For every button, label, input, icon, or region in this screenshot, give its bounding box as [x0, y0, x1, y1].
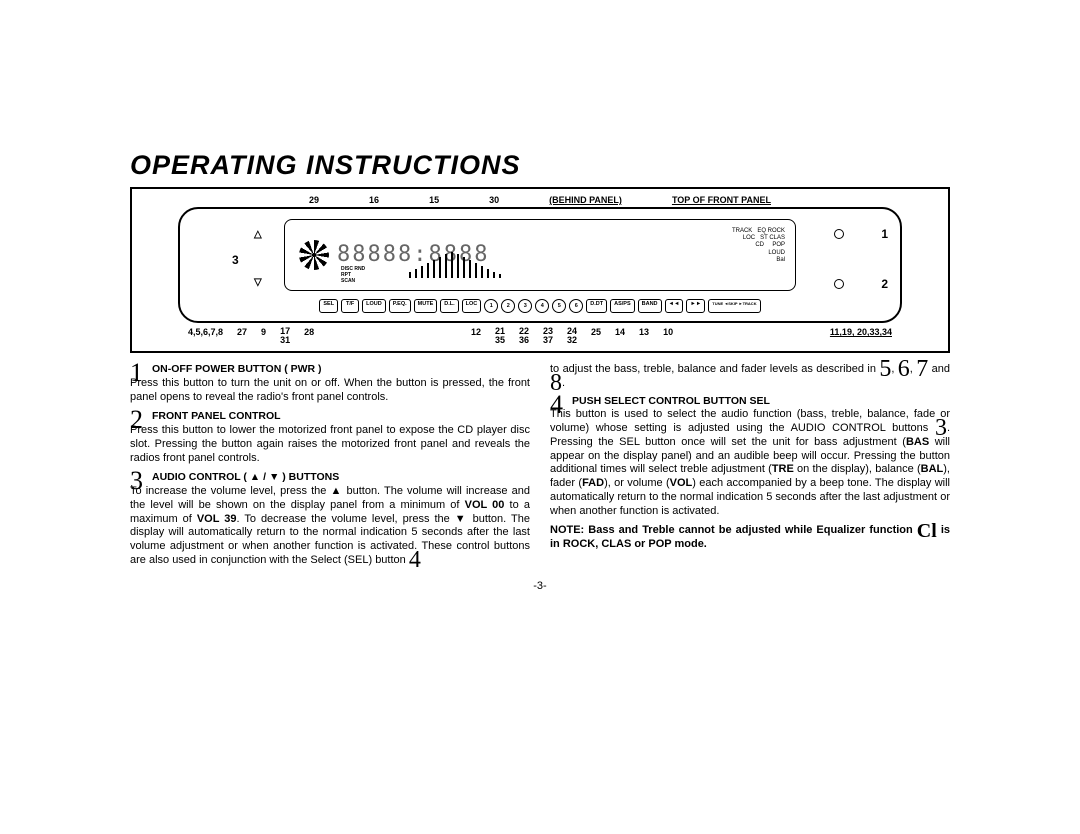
panel-button: LOUD — [362, 299, 386, 313]
section-3: 3 AUDIO CONTROL ( ▲ / ▼ ) BUTTONS To inc… — [130, 471, 530, 567]
panel-button: AS/PS — [610, 299, 635, 313]
panel-button: T/F — [341, 299, 359, 313]
right-column: to adjust the bass, treble, balance and … — [550, 363, 950, 574]
page-title: OPERATING INSTRUCTIONS — [130, 150, 950, 181]
panel-button: BAND — [638, 299, 662, 313]
section-number: 4 — [550, 389, 563, 422]
callout: 25 — [591, 327, 601, 345]
col2-lead: to adjust the bass, treble, balance and … — [550, 363, 950, 391]
radio-panel: 3 △ ▽ 88888:8888 TRACK EQ ROCK LOC ST CL… — [178, 207, 902, 323]
panel-button: SEL — [319, 299, 338, 313]
section-1: 1 ON-OFF POWER BUTTON ( PWR ) Press this… — [130, 363, 530, 404]
callout: 9 — [261, 327, 266, 345]
section-heading: AUDIO CONTROL ( ▲ / ▼ ) BUTTONS — [152, 471, 339, 483]
callout: 16 — [369, 195, 379, 205]
ref-number: 4 — [409, 547, 421, 573]
callout: 28 — [304, 327, 314, 345]
display-screen: 88888:8888 TRACK EQ ROCK LOC ST CLAS CD … — [284, 219, 796, 291]
callout: 23 37 — [543, 327, 553, 345]
callout: 12 — [471, 327, 481, 345]
top-front-panel-label: TOP OF FRONT PANEL — [672, 195, 771, 205]
section-number: 1 — [130, 357, 143, 390]
button-row: SEL T/F LOUD P.EQ. MUTE D.L. LOC 1 2 3 4… — [194, 299, 886, 313]
screen-indicators: TRACK EQ ROCK LOC ST CLAS CD POP LOUD Ba… — [732, 228, 785, 264]
panel-button: D.DT — [586, 299, 607, 313]
screen-bottom-left-labels: DISC RND RPT SCAN — [341, 266, 365, 284]
panel-button: TUNE ◄SKIP ►TRACK — [708, 299, 760, 313]
up-triangle-icon: △ — [254, 229, 262, 240]
note-block: NOTE: Bass and Treble cannot be adjusted… — [550, 524, 950, 552]
section-body: This button is used to select the audio … — [550, 408, 950, 518]
panel-button: 1 — [484, 299, 498, 313]
callout: 14 — [615, 327, 625, 345]
cd-fan-icon — [299, 240, 329, 270]
diagram-bottom-callouts: 4,5,6,7,8 27 9 17 31 28 12 21 35 22 36 2… — [178, 327, 902, 345]
section-number: 2 — [130, 404, 143, 437]
callout: 24 32 — [567, 327, 577, 345]
panel-button: 4 — [535, 299, 549, 313]
section-4: 4 PUSH SELECT CONTROL BUTTON SEL This bu… — [550, 395, 950, 519]
instruction-columns: 1 ON-OFF POWER BUTTON ( PWR ) Press this… — [130, 363, 950, 574]
section-heading: PUSH SELECT CONTROL BUTTON SEL — [572, 395, 770, 407]
section-number: 3 — [130, 465, 143, 498]
panel-button: 3 — [518, 299, 532, 313]
section-heading: ON-OFF POWER BUTTON ( PWR ) — [152, 363, 322, 375]
panel-button: MUTE — [414, 299, 438, 313]
panel-button: ►► — [686, 299, 705, 313]
callout: 10 — [663, 327, 673, 345]
callout: 13 — [639, 327, 649, 345]
callout-right: 1 — [881, 227, 888, 241]
diagram-top-callouts: 29 16 15 30 (BEHIND PANEL) TOP OF FRONT … — [178, 195, 902, 205]
panel-button: ◄◄ — [665, 299, 684, 313]
spectrum-bars — [409, 250, 501, 278]
led-indicator-icon — [834, 279, 844, 289]
callout: 22 36 — [519, 327, 529, 345]
section-body: To increase the volume level, press the … — [130, 485, 530, 568]
panel-button: 2 — [501, 299, 515, 313]
panel-button: 6 — [569, 299, 583, 313]
callout: 29 — [309, 195, 319, 205]
led-indicator-icon — [834, 229, 844, 239]
callout: 27 — [237, 327, 247, 345]
callout: 17 31 — [280, 327, 290, 345]
down-triangle-icon: ▽ — [254, 277, 262, 288]
section-body: Press this button to lower the motorized… — [130, 424, 530, 465]
callout-left: 3 — [232, 253, 239, 267]
section-body: Press this button to turn the unit on or… — [130, 377, 530, 405]
section-heading: FRONT PANEL CONTROL — [152, 410, 281, 422]
callout: 15 — [429, 195, 439, 205]
callout: 11,19, 20,33,34 — [830, 327, 892, 345]
panel-button: 5 — [552, 299, 566, 313]
section-2: 2 FRONT PANEL CONTROL Press this button … — [130, 410, 530, 465]
callout: 30 — [489, 195, 499, 205]
page-number: -3- — [130, 580, 950, 592]
radio-diagram: 29 16 15 30 (BEHIND PANEL) TOP OF FRONT … — [130, 187, 950, 353]
behind-panel-label: (BEHIND PANEL) — [549, 195, 622, 205]
left-column: 1 ON-OFF POWER BUTTON ( PWR ) Press this… — [130, 363, 530, 574]
panel-button: LOC — [462, 299, 482, 313]
panel-button: D.L. — [440, 299, 458, 313]
panel-button: P.EQ. — [389, 299, 411, 313]
callout: 4,5,6,7,8 — [188, 327, 223, 345]
callout: 21 35 — [495, 327, 505, 345]
callout-right: 2 — [881, 277, 888, 291]
